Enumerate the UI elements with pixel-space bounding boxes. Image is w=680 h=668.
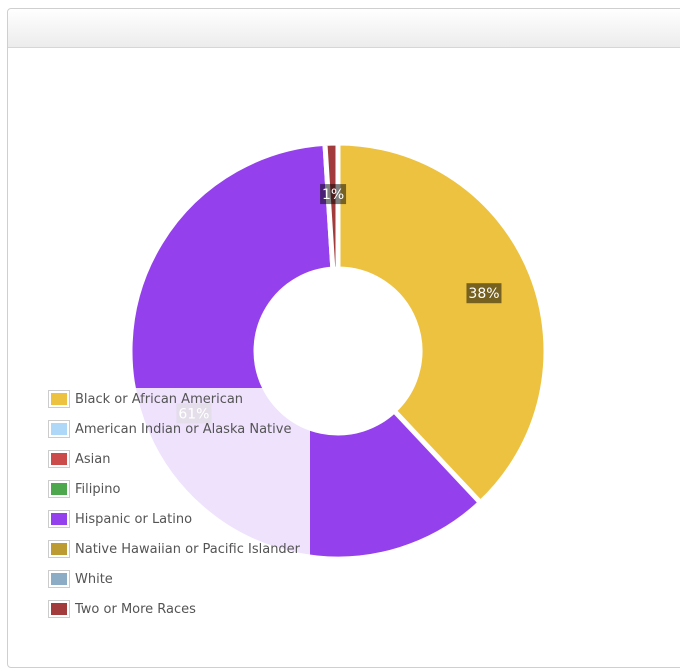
legend-item-american-indian-or-alaska-native[interactable]: American Indian or Alaska Native [48,418,291,440]
legend-swatch-frame [48,420,70,438]
legend-swatch [51,483,67,495]
legend-label: Filipino [75,481,121,497]
legend-item-two-or-more-races[interactable]: Two or More Races [48,598,196,620]
legend-swatch [51,423,67,435]
data-label-text: 38% [468,286,499,302]
slice-black-or-african-american[interactable] [335,140,549,506]
legend-item-native-hawaiian-or-pacific-islander[interactable]: Native Hawaiian or Pacific Islander [48,538,300,560]
legend-swatch-frame [48,510,70,528]
legend-background [48,388,310,624]
legend-swatch [51,543,67,555]
legend-label: Native Hawaiian or Pacific Islander [75,541,301,557]
legend-label: American Indian or Alaska Native [75,421,292,437]
data-label-black-or-african-american: 38% [466,283,502,304]
legend-item-black-or-african-american[interactable]: Black or African American [48,388,243,410]
legend-item-hispanic-or-latino[interactable]: Hispanic or Latino [48,508,192,530]
legend-swatch-frame [48,450,70,468]
legend-swatch [51,573,67,585]
legend-swatch-frame [48,390,70,408]
data-label-background [466,283,502,304]
legend-swatch-frame [48,540,70,558]
legend-label: Black or African American [75,391,244,407]
data-label-background [320,184,347,205]
legend-swatch [51,603,67,615]
data-label-text: 1% [322,187,344,203]
legend-swatch [51,393,67,405]
legend-label: Asian [75,451,111,467]
legend-swatch-frame [48,570,70,588]
legend-item-filipino[interactable]: Filipino [48,478,120,500]
legend-swatch-frame [48,480,70,498]
legend-swatch [51,453,67,465]
legend-item-white[interactable]: White [48,568,113,590]
legend-label: Hispanic or Latino [75,511,193,527]
legend-label: Two or More Races [75,601,196,617]
legend-swatch [51,513,67,525]
legend-item-asian[interactable]: Asian [48,448,110,470]
chart-legend: Black or African American American Indian… [48,388,310,624]
slice-two-or-more-races[interactable] [322,140,341,272]
legend-swatch-frame [48,600,70,618]
legend-label: White [75,571,113,587]
data-label-two-or-more-races: 1% [320,184,347,205]
panel-header [8,9,680,48]
